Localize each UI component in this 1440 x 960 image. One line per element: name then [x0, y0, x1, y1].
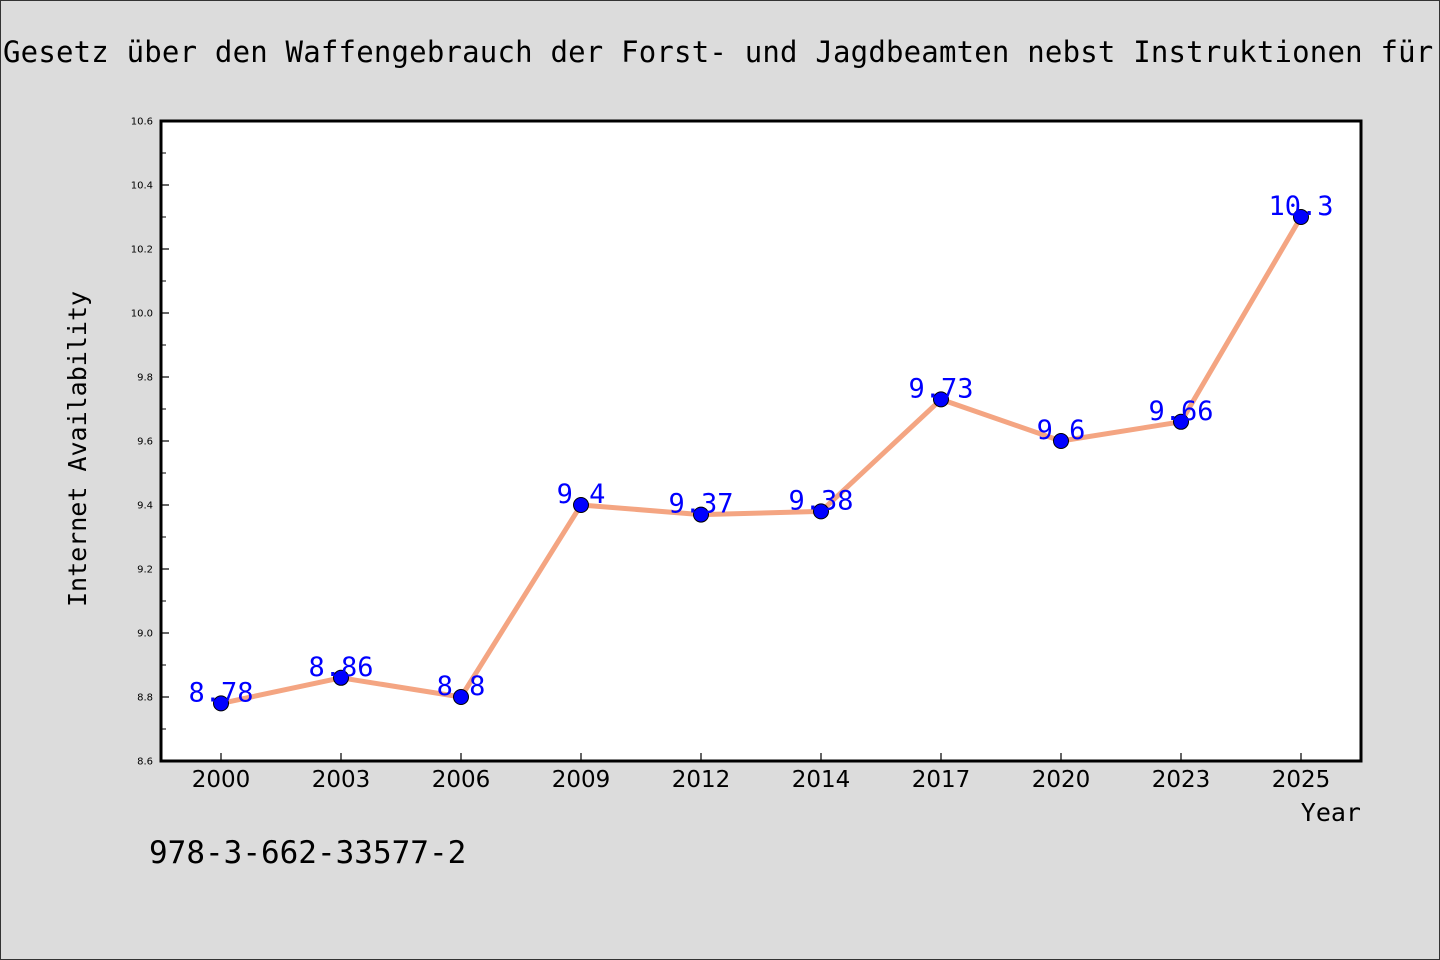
x-tick-label: 2000: [192, 767, 251, 793]
x-tick-label: 2017: [912, 767, 971, 793]
y-tick-label: 9.2: [137, 565, 153, 576]
x-axis-label: Year: [1301, 798, 1361, 827]
isbn-text: 978-3-662-33577-2: [149, 835, 467, 871]
x-tick-label: 2003: [312, 767, 371, 793]
data-label: 8.78: [188, 677, 253, 708]
data-label: 8.8: [437, 671, 486, 702]
data-label: 10.3: [1268, 191, 1333, 222]
y-tick-label: 9.4: [137, 501, 153, 512]
data-point: [573, 497, 589, 513]
series-line-group: [213, 209, 1309, 712]
y-tick-label: 10.2: [131, 245, 153, 256]
data-point: [1293, 209, 1309, 225]
data-point: [333, 669, 349, 686]
data-labels-group: 8.78 8.86 8.8 9.4 9.37 9.38 9.73 9.6 9.66 10.3: [188, 191, 1333, 708]
data-label: 9.66: [1148, 396, 1213, 427]
data-label: 9.4: [557, 479, 606, 510]
y-tick-label: 8.6: [137, 757, 153, 768]
data-label: 9.6: [1037, 415, 1086, 446]
y-tick-label: 9.0: [137, 629, 153, 640]
data-label: 9.73: [908, 373, 973, 404]
y-tick-label: 10.4: [131, 181, 153, 192]
y-tick-label: 10.6: [131, 117, 153, 128]
x-tick-label: 2025: [1272, 767, 1331, 793]
chart-title: Gesetz über den Waffengebrauch der Forst…: [3, 35, 1434, 69]
x-tick-label: 2006: [432, 767, 491, 793]
data-point: [693, 506, 709, 523]
y-tick-label: 9.6: [137, 437, 153, 448]
data-point: [213, 695, 229, 712]
data-point: [1173, 413, 1189, 430]
data-point: [813, 503, 829, 520]
data-point: [1053, 433, 1069, 449]
data-label: 8.86: [308, 652, 373, 683]
y-axis: 8.6 8.8 9.0 9.2 9.4 9.6 9.8 10.0 10.2 10.4 10.6: [131, 117, 169, 768]
y-tick-label: 9.8: [137, 373, 153, 384]
data-point: [453, 689, 469, 705]
series-line: [218, 214, 1304, 706]
x-tick-label: 2012: [672, 767, 731, 793]
x-tick-label: 2009: [552, 767, 611, 793]
y-tick-label: 10.0: [131, 309, 153, 320]
plot-area: [159, 119, 1363, 763]
data-label: 9.37: [668, 489, 733, 520]
x-tick-label: 2014: [792, 767, 851, 793]
data-point: [933, 391, 949, 408]
y-axis-label: Internet Availability: [63, 291, 92, 607]
y-tick-label: 8.8: [137, 693, 153, 704]
x-tick-label: 2023: [1152, 767, 1211, 793]
x-axis: 2000 2003 2006 2009 2012 2014 2017 2020 2023 2025: [192, 753, 1331, 793]
x-tick-label: 2020: [1032, 767, 1091, 793]
data-label: 9.38: [788, 485, 853, 516]
